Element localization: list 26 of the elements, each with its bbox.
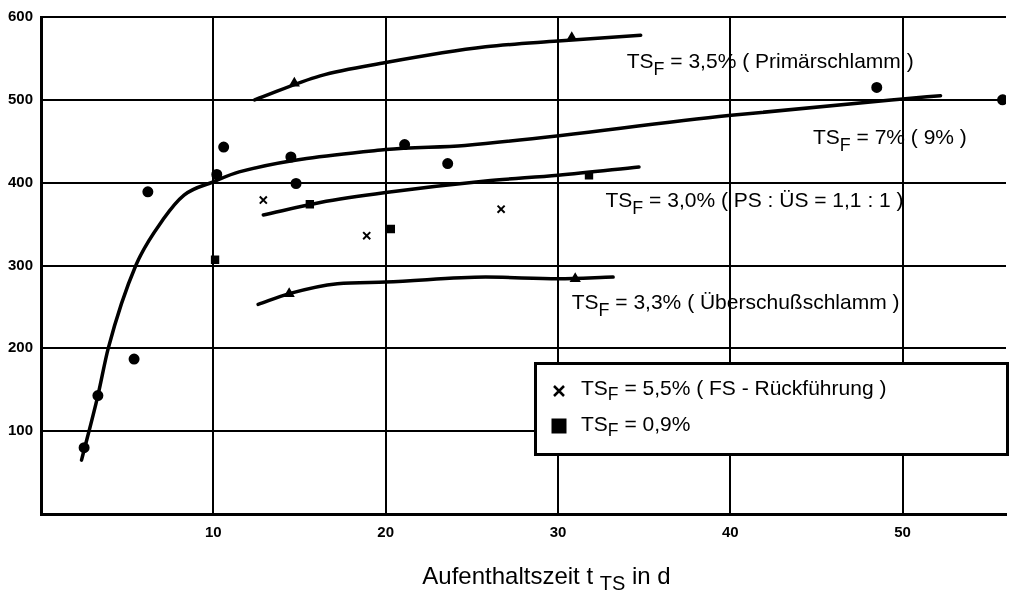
- point: [258, 195, 268, 205]
- point: [386, 224, 396, 234]
- point: [211, 168, 223, 180]
- x-tick-label: 50: [894, 523, 911, 541]
- point: [362, 231, 372, 241]
- point: [218, 141, 230, 153]
- legend-label: TS$_{F}$ = 0,9%: [581, 411, 691, 443]
- point: [210, 255, 220, 264]
- y-tick-label: 400: [8, 172, 34, 190]
- y-tick-label: 300: [8, 255, 34, 273]
- point: [442, 158, 454, 170]
- x-tick-label: 40: [721, 523, 739, 541]
- point: [142, 186, 154, 198]
- x-tick-label: 30: [549, 523, 567, 541]
- point: [496, 204, 506, 214]
- point: [290, 178, 302, 189]
- y-tick-label: 200: [8, 338, 34, 356]
- x-axis-title: Aufenthaltszeit t $_{TS}$ in d: [421, 562, 672, 595]
- x-tick-label: 20: [377, 523, 394, 541]
- point: [871, 81, 883, 93]
- y-tick-label: 500: [8, 89, 34, 107]
- point: [128, 353, 140, 365]
- y-tick-label: 100: [8, 421, 34, 439]
- x-tick-label: 10: [205, 523, 222, 541]
- y-tick-label: 600: [8, 7, 34, 25]
- legend-label: TS$_{F}$ = 5,5% ( FS - Rückführung ): [581, 375, 887, 407]
